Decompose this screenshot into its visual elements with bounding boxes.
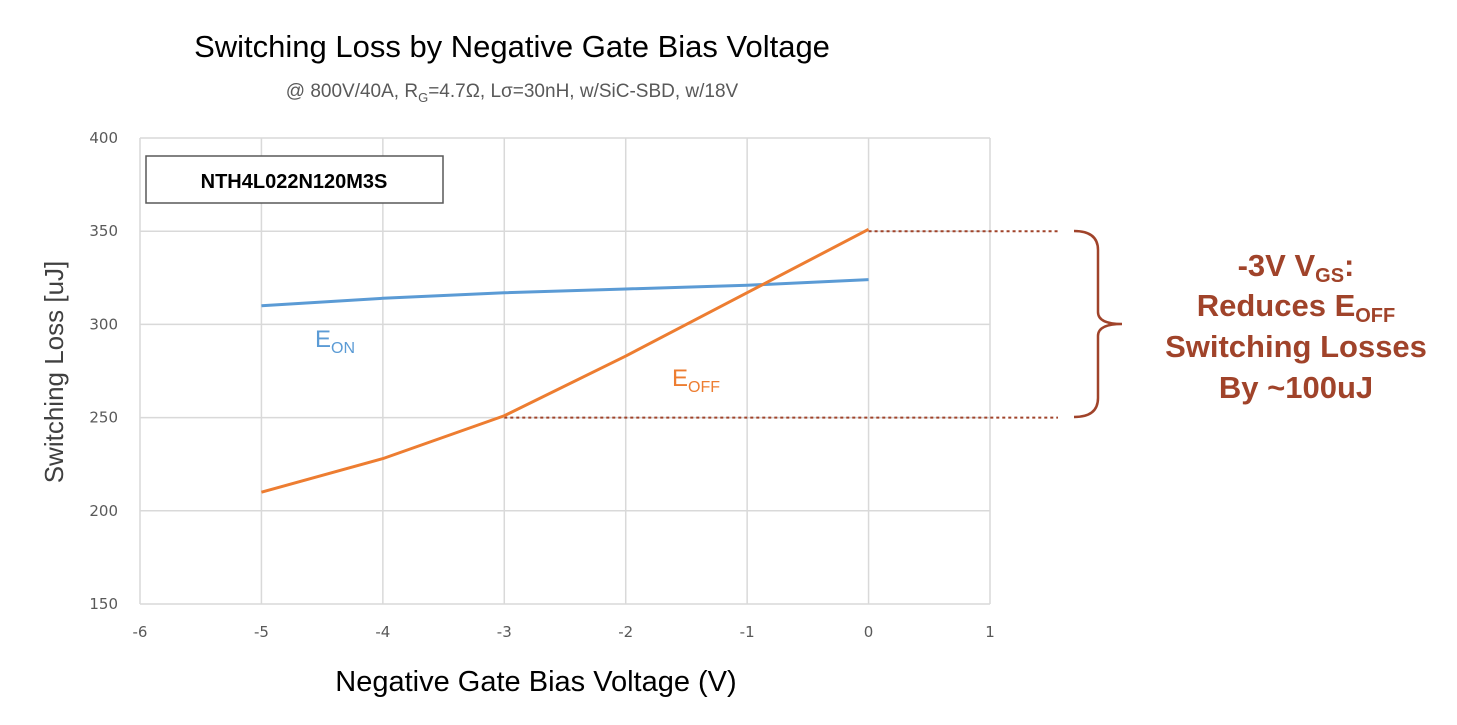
y-tick-label: 350 [89,222,118,240]
y-tick-label: 200 [89,502,118,520]
annotation-line-1: -3V VGS: [1238,248,1355,287]
device-label: NTH4L022N120M3S [201,171,388,193]
x-tick-label: -5 [254,623,269,641]
series-line-e-off [261,228,870,494]
y-tick-label: 400 [89,129,118,147]
eoff-label: EOFF [672,365,720,396]
x-tick-label: 0 [864,623,874,641]
y-tick-label: 300 [89,315,118,333]
y-tick-label: 150 [89,595,118,613]
x-tick-label: -2 [618,623,633,641]
brace-icon [1073,229,1123,419]
chart-subtitle: @ 800V/40A, RG=4.7Ω, Lσ=30nH, w/SiC-SBD,… [286,81,739,105]
grid-lines [139,137,991,605]
annotation-line-2: Reduces EOFF [1197,288,1396,327]
annotation-line-3: Switching Losses [1165,329,1427,364]
x-tick-label: 1 [985,623,995,641]
tick-labels: 150 200 250 300 350 400 -6 -5 -4 -3 -2 -1 0 1 [89,129,994,641]
eon-label: EON [315,326,355,357]
series-lines [261,228,870,494]
x-tick-label: -1 [740,623,755,641]
y-tick-label: 250 [89,409,118,427]
x-tick-label: -6 [133,623,148,641]
annotation-line-4: By ~100uJ [1219,370,1373,405]
x-axis-label: Negative Gate Bias Voltage (V) [335,666,736,698]
chart-title: Switching Loss by Negative Gate Bias Vol… [194,29,830,64]
y-axis-label: Switching Loss [uJ] [39,261,69,484]
series-line-e-on [261,278,869,308]
reference-lines [504,230,1058,419]
x-tick-label: -4 [375,623,390,641]
x-tick-label: -3 [497,623,512,641]
device-label-box [145,155,444,204]
